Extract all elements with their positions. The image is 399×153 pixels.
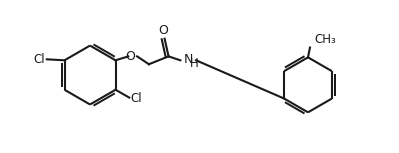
Text: CH₃: CH₃ bbox=[314, 33, 336, 46]
Text: H: H bbox=[190, 57, 198, 70]
Text: Cl: Cl bbox=[130, 92, 142, 105]
Text: O: O bbox=[125, 50, 135, 63]
Text: O: O bbox=[159, 24, 169, 37]
Text: Cl: Cl bbox=[33, 53, 45, 66]
Text: N: N bbox=[184, 53, 193, 66]
